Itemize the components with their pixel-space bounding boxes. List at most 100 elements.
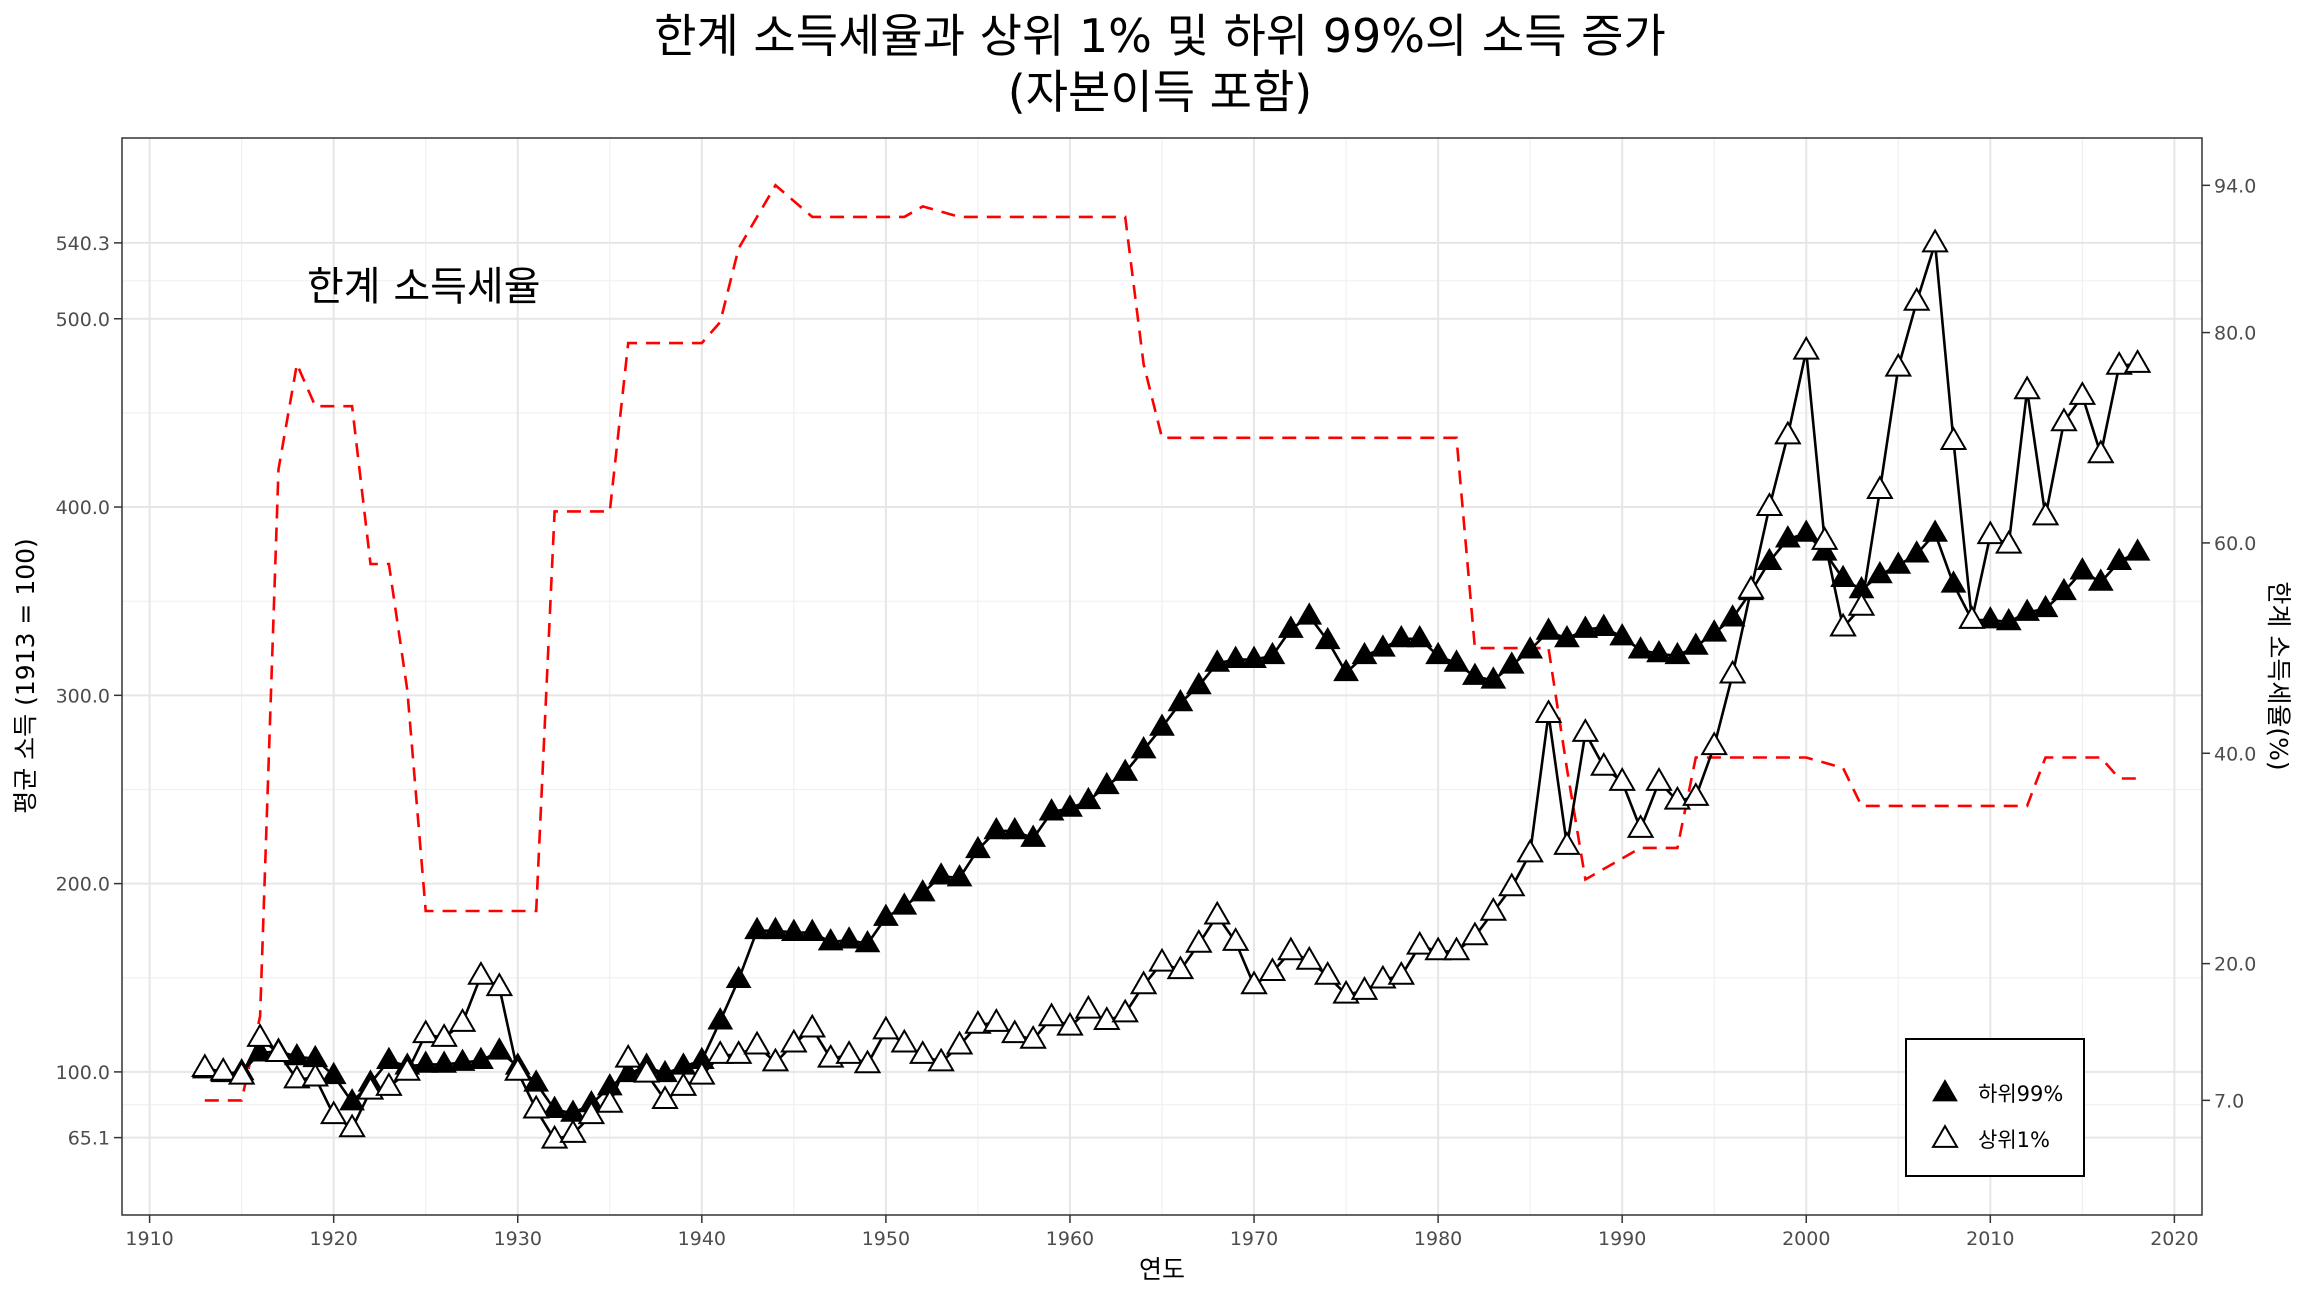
top1-point bbox=[227, 1060, 256, 1085]
top1-point bbox=[430, 1023, 458, 1047]
top1-point bbox=[1424, 936, 1452, 961]
top1-point bbox=[1479, 896, 1508, 921]
top1-point bbox=[1939, 426, 1968, 451]
plot-panel-border bbox=[121, 137, 2203, 1216]
top1-point bbox=[2068, 381, 2097, 405]
bottom99-point bbox=[1462, 662, 1488, 685]
y-tick-label: 65.1 bbox=[68, 1128, 110, 1150]
bottom99-point bbox=[2032, 594, 2059, 618]
bottom99-point bbox=[1112, 758, 1139, 781]
bottom99-point bbox=[1682, 632, 1709, 655]
top1-point bbox=[411, 1019, 440, 1044]
bottom99-point bbox=[1149, 713, 1175, 736]
top1-point bbox=[1755, 492, 1784, 516]
top1-point bbox=[2050, 407, 2078, 432]
bottom99-point bbox=[247, 1039, 273, 1062]
x-tick-label: 1910 bbox=[125, 1228, 173, 1250]
bottom99-point bbox=[873, 903, 899, 926]
x-tick-label: 1930 bbox=[494, 1228, 542, 1250]
legend: 하위99% 상위1% bbox=[1905, 1038, 2085, 1177]
bottom99-point bbox=[725, 965, 752, 989]
bottom99-point bbox=[891, 892, 918, 915]
bottom99-point bbox=[909, 879, 936, 902]
top1-point bbox=[485, 972, 514, 997]
top1-point bbox=[1185, 928, 1213, 953]
bottom99-point bbox=[1609, 623, 1636, 646]
top1-point bbox=[2013, 375, 2041, 400]
bottom99-point bbox=[799, 918, 826, 941]
top1-point bbox=[1461, 921, 1489, 946]
bottom99-point bbox=[1075, 786, 1102, 810]
top1-point bbox=[1976, 520, 2005, 545]
x-tick-label: 1970 bbox=[1230, 1228, 1278, 1250]
y2-tick-label: 20.0 bbox=[2214, 954, 2256, 976]
bottom99-point bbox=[854, 929, 881, 953]
legend-label-bottom99: 하위99% bbox=[1978, 1082, 2063, 1106]
top1-point bbox=[1534, 699, 1563, 724]
bottom99-point bbox=[1517, 636, 1544, 659]
y2-tick-label: 94.0 bbox=[2214, 175, 2256, 197]
y2-axis-title: 한계 소득세율(%) bbox=[2264, 581, 2293, 770]
bottom99-point bbox=[1093, 771, 1120, 795]
y-axis-title: 평균 소득 (1913 = 100) bbox=[11, 538, 40, 814]
y-tick-label: 200.0 bbox=[56, 874, 110, 896]
bottom99-point bbox=[615, 1059, 642, 1083]
bottom99-point bbox=[2014, 598, 2040, 621]
top1-point bbox=[191, 1053, 219, 1078]
top1-point bbox=[1111, 998, 1139, 1023]
bottom99-point bbox=[1701, 619, 1728, 642]
bottom99-point bbox=[449, 1048, 476, 1071]
bottom99-point bbox=[1535, 617, 1562, 640]
top1-point bbox=[743, 1030, 771, 1055]
top1-point bbox=[1737, 575, 1765, 599]
top1-point bbox=[338, 1113, 366, 1138]
tax-rate-annotation: 한계 소득세율 bbox=[307, 264, 541, 310]
bottom99-point bbox=[1351, 641, 1378, 665]
bottom99-point bbox=[1185, 672, 1212, 695]
bottom99-point bbox=[1057, 794, 1083, 817]
x-tick-label: 1940 bbox=[678, 1228, 726, 1250]
x-tick-label: 2010 bbox=[1966, 1228, 2014, 1250]
top1-point bbox=[2031, 501, 2060, 526]
bottom99-point bbox=[780, 918, 807, 941]
bottom99-point bbox=[1222, 645, 1249, 668]
chart-title-line2: (자본이득 포함) bbox=[1008, 65, 1312, 119]
bottom99-point bbox=[1940, 570, 1967, 593]
top1-point bbox=[467, 960, 495, 985]
top1-point bbox=[1019, 1025, 1047, 1049]
top1-point bbox=[945, 1030, 974, 1055]
top1-point bbox=[1313, 960, 1342, 985]
top1-point bbox=[356, 1075, 385, 1100]
top1-point bbox=[393, 1057, 422, 1081]
top1-point bbox=[835, 1040, 863, 1064]
top1-point bbox=[1295, 945, 1323, 970]
top1-point bbox=[1810, 526, 1839, 550]
top1-point bbox=[1718, 659, 1747, 684]
top1-point bbox=[1442, 936, 1471, 961]
bottom99-point bbox=[1130, 736, 1157, 759]
bottom99-point bbox=[836, 926, 862, 949]
bottom99-point bbox=[1646, 640, 1672, 663]
bottom99-point bbox=[1443, 649, 1470, 672]
y-tick-label: 400.0 bbox=[56, 497, 110, 519]
top1-point bbox=[1166, 955, 1195, 980]
x-tick-label: 2000 bbox=[1782, 1228, 1830, 1250]
bottom99-point bbox=[1314, 626, 1341, 650]
bottom99-point bbox=[2069, 557, 2096, 580]
top1-point bbox=[1405, 930, 1434, 955]
top1-point bbox=[1074, 994, 1103, 1019]
bottom99-point bbox=[1480, 666, 1507, 689]
legend-label-top1: 상위1% bbox=[1978, 1128, 2050, 1152]
bottom99-point bbox=[1277, 615, 1304, 638]
legend-box bbox=[1905, 1038, 2085, 1177]
bottom99-point bbox=[707, 1007, 734, 1030]
top1-point bbox=[1387, 960, 1416, 985]
top1-point bbox=[1921, 228, 1949, 253]
top1-point bbox=[964, 1009, 992, 1034]
legend-key-top1 bbox=[1931, 1124, 1959, 1148]
x-tick-label: 1950 bbox=[862, 1228, 910, 1250]
series-layer bbox=[191, 183, 2152, 1149]
bottom99-point bbox=[1498, 651, 1525, 674]
top1-point bbox=[209, 1057, 237, 1081]
top1-point bbox=[1148, 947, 1176, 972]
